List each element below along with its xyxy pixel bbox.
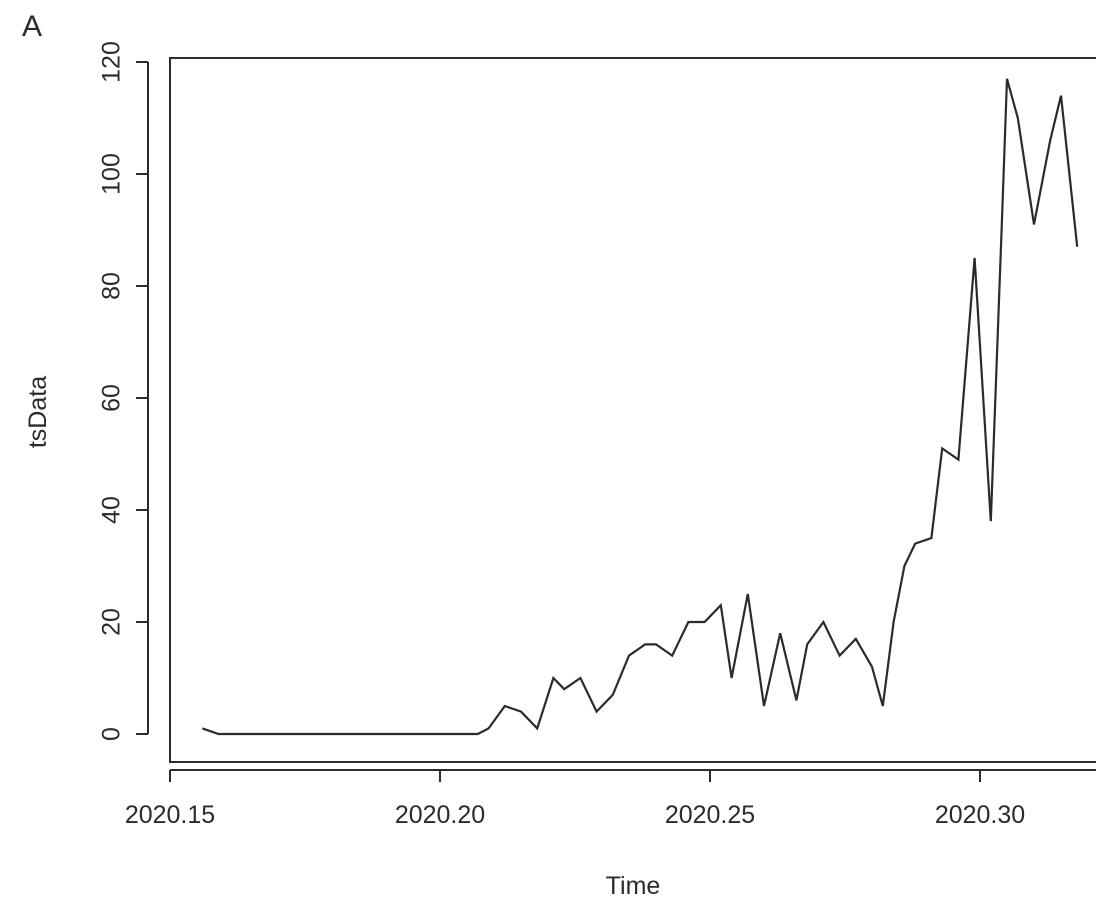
y-axis: 0 20 40 60 80 100 120 bbox=[98, 41, 149, 741]
y-tick-label: 60 bbox=[98, 384, 126, 412]
y-tick-label: 20 bbox=[98, 608, 126, 636]
x-tick-label: 2020.25 bbox=[665, 801, 755, 829]
x-tick-label: 2020.15 bbox=[125, 801, 215, 829]
x-axis: 2020.15 2020.20 2020.25 2020.30 bbox=[125, 769, 1096, 829]
y-tick-label: 120 bbox=[98, 41, 126, 83]
y-axis-title: tsData bbox=[24, 376, 52, 448]
x-axis-title: Time bbox=[606, 872, 661, 900]
plot-frame bbox=[169, 57, 1096, 763]
y-tick-label: 0 bbox=[98, 727, 126, 741]
panel-label: A bbox=[22, 10, 42, 43]
y-tick-label: 80 bbox=[98, 272, 126, 300]
y-tick-label: 100 bbox=[98, 153, 126, 195]
x-tick-label: 2020.30 bbox=[935, 801, 1025, 829]
series-line-tsdata bbox=[202, 78, 1079, 736]
y-tick-label: 40 bbox=[98, 496, 126, 524]
x-tick-label: 2020.20 bbox=[395, 801, 485, 829]
